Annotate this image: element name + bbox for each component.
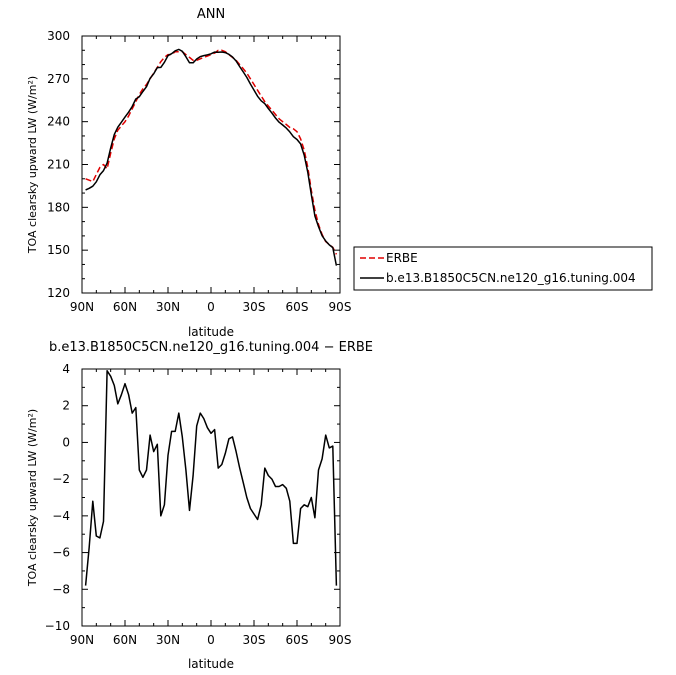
legend-label-1: ERBE xyxy=(386,251,418,265)
x-tick-label: 0 xyxy=(207,633,215,647)
x-tick-label: 30N xyxy=(156,300,180,314)
legend-label-2: b.e13.B1850C5CN.ne120_g16.tuning.004 xyxy=(386,271,636,285)
plot-frame xyxy=(81,368,341,627)
x-tick-label: 60N xyxy=(113,633,137,647)
legend-box xyxy=(353,246,653,291)
y-tick-label: 150 xyxy=(47,243,70,257)
x-axis-label: latitude xyxy=(188,325,234,339)
x-tick-label: 0 xyxy=(207,300,215,314)
series-line-2 xyxy=(85,48,338,266)
legend: ERBE b.e13.B1850C5CN.ne120_g16.tuning.004 xyxy=(353,246,653,291)
y-tick-label: 270 xyxy=(47,72,70,86)
x-tick-label: 90N xyxy=(70,633,94,647)
y-tick-label: 120 xyxy=(47,286,70,300)
x-tick-label: 90S xyxy=(329,633,352,647)
y-tick-label: −2 xyxy=(52,472,70,486)
top-chart: 90N 60N 30N 0 30S 60S 90S 120 150 180 210 240 270 300… xyxy=(26,7,351,339)
x-tick-label: 30S xyxy=(243,300,266,314)
y-tick-label: −10 xyxy=(45,619,70,633)
y-tick-label: 180 xyxy=(47,200,70,214)
x-tick-label: 30N xyxy=(156,633,180,647)
x-axis-label: latitude xyxy=(188,657,234,671)
series-line-1 xyxy=(85,49,338,255)
y-tick-label: −8 xyxy=(52,582,70,596)
y-tick-label: 2 xyxy=(62,399,70,413)
series-line-1 xyxy=(84,370,338,586)
chart-title: b.e13.B1850C5CN.ne120_g16.tuning.004 − E… xyxy=(49,340,373,355)
plot-frame xyxy=(81,35,341,294)
x-tick-label: 60N xyxy=(113,300,137,314)
y-tick-label: 240 xyxy=(47,115,70,129)
x-tick-label: 90N xyxy=(70,300,94,314)
y-tick-label: 300 xyxy=(47,29,70,43)
x-tick-label: 60S xyxy=(286,633,309,647)
y-tick-label: 210 xyxy=(47,158,70,172)
y-axis-label: TOA clearsky upward LW (W/m²) xyxy=(26,409,39,587)
y-tick-label: 0 xyxy=(62,435,70,449)
y-tick-label: −4 xyxy=(52,509,70,523)
y-tick-label: −6 xyxy=(52,546,70,560)
x-tick-label: 90S xyxy=(329,300,352,314)
y-axis-label: TOA clearsky upward LW (W/m²) xyxy=(26,76,39,254)
x-tick-label: 60S xyxy=(286,300,309,314)
x-tick-label: 30S xyxy=(243,633,266,647)
difference-chart: 90N 60N 30N 0 30S 60S 90S −10 −8 −6 −4 −2 0 2 4 b.e13.B… xyxy=(26,340,373,671)
chart-title: ANN xyxy=(197,7,225,22)
y-tick-label: 4 xyxy=(62,362,70,376)
